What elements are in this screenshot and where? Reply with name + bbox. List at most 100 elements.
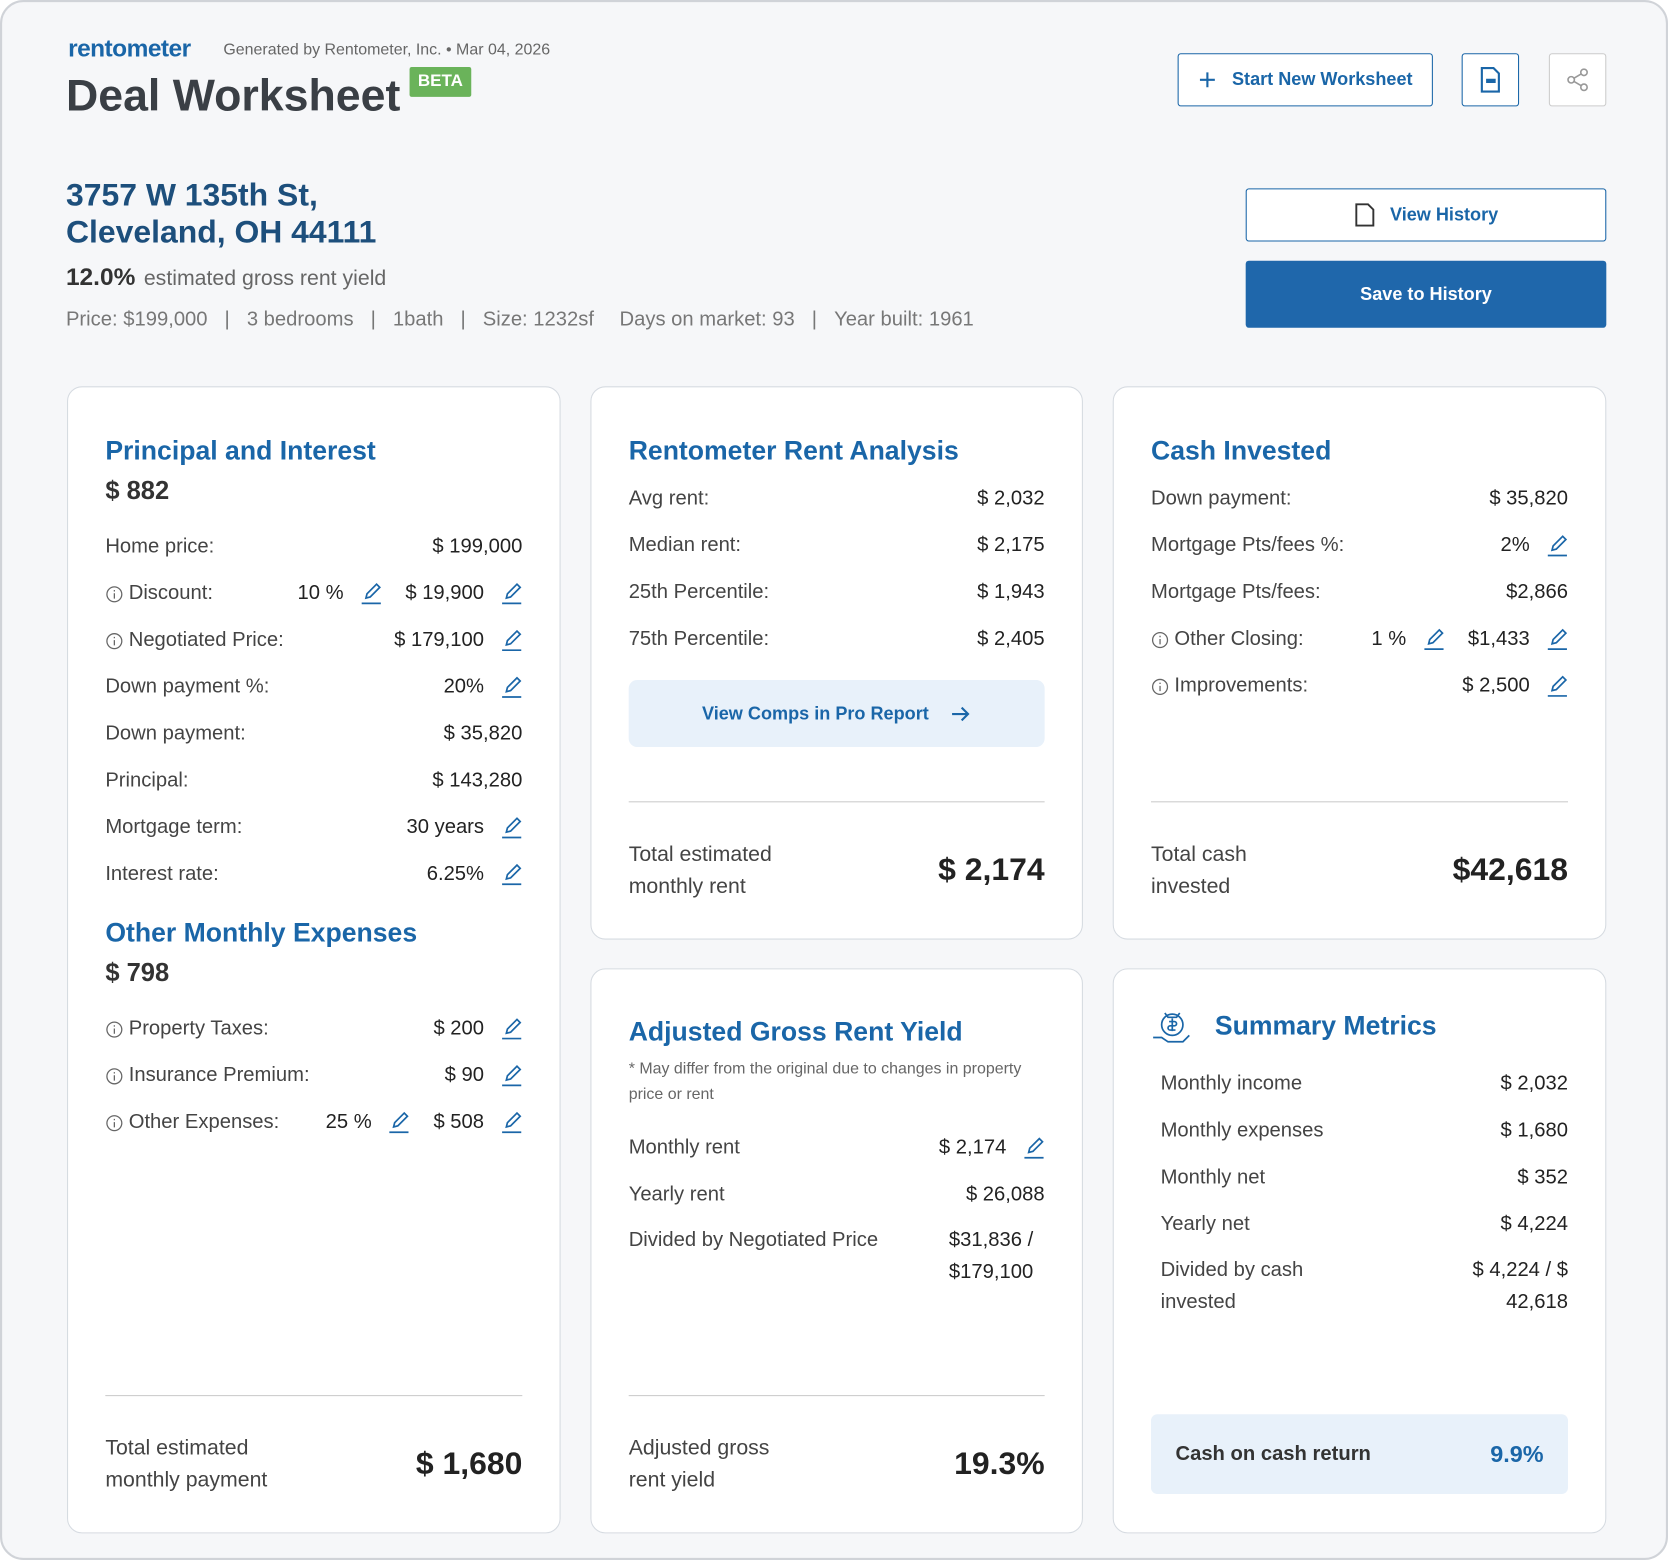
ed[interactable] xyxy=(501,1064,522,1087)
circle xyxy=(1151,631,1169,648)
l: Negotiated Price: xyxy=(105,629,394,652)
badge: BETA xyxy=(409,67,472,97)
l: Other Closing: xyxy=(1151,628,1371,651)
ed[interactable] xyxy=(1547,675,1568,698)
sep: | xyxy=(224,308,230,331)
v: $ 199,000 xyxy=(432,535,523,558)
ed[interactable] xyxy=(501,582,522,605)
circle xyxy=(106,1067,123,1084)
row: Monthly income $ 2,032 xyxy=(1151,1061,1568,1108)
text: View History xyxy=(1389,204,1499,225)
g xyxy=(389,1111,410,1134)
ed[interactable] xyxy=(389,1111,410,1134)
ed[interactable] xyxy=(1423,628,1444,651)
l: Avg rent: xyxy=(628,487,710,510)
fl: Total estimated monthly rent xyxy=(628,842,772,899)
svg xyxy=(952,706,970,721)
fv: $ 1,680 xyxy=(415,1446,523,1482)
cta[interactable]: View Comps in Pro Report xyxy=(628,679,1045,748)
circle xyxy=(1567,75,1576,84)
svg xyxy=(1424,628,1444,650)
ed[interactable] xyxy=(501,629,522,652)
v: $ 2,405 xyxy=(977,627,1045,651)
svg xyxy=(502,1111,522,1134)
row: Divided by Negotiated Price $31,836 / $17… xyxy=(629,1218,1045,1295)
l: Monthly income xyxy=(1160,1072,1303,1095)
text: Property Taxes: xyxy=(128,1017,269,1040)
v: $ 35,820 xyxy=(1489,487,1569,510)
svg xyxy=(1151,631,1169,648)
foot: Adjusted gross rent yield 19.3% xyxy=(628,1395,1045,1532)
btn[interactable]: Save to History xyxy=(1245,260,1607,328)
g xyxy=(106,1020,123,1038)
circle xyxy=(106,585,123,602)
l: Yearly rent xyxy=(628,1183,725,1206)
ed[interactable] xyxy=(501,676,522,699)
inf xyxy=(105,1020,123,1038)
ed[interactable] xyxy=(501,816,522,839)
path xyxy=(1550,535,1568,552)
ed[interactable] xyxy=(501,1017,522,1040)
l: Mortgage Pts/fees %: xyxy=(1151,534,1345,557)
svg xyxy=(1480,67,1500,93)
text: Insurance Premium: xyxy=(128,1064,310,1087)
row: Mortgage Pts/fees: $2,866 xyxy=(1151,569,1568,616)
gen: Generated by Rentometer, Inc. • Mar 04, … xyxy=(223,40,551,59)
v: 6.25% xyxy=(426,863,485,886)
path xyxy=(505,1018,522,1035)
g xyxy=(1153,1012,1190,1043)
row: Discount: 10 % $ 19,900 xyxy=(105,570,522,617)
ed[interactable] xyxy=(1547,628,1568,651)
v: $ 179,100 xyxy=(394,628,485,652)
g xyxy=(1567,68,1588,92)
inf xyxy=(1151,677,1169,695)
svg xyxy=(502,582,522,605)
g xyxy=(106,1067,123,1084)
v: $31,836 / $179,100 xyxy=(948,1229,1034,1284)
g xyxy=(361,582,382,605)
text: estimated gross rent yield xyxy=(143,267,387,291)
v: $ 90 xyxy=(444,1064,485,1087)
l: Median rent: xyxy=(628,534,742,557)
svg xyxy=(1567,68,1588,92)
div xyxy=(1151,467,1568,476)
yl: 12.0% estimated gross rent yield xyxy=(66,263,386,292)
fv: $42,618 xyxy=(1452,852,1569,888)
ed[interactable] xyxy=(501,863,522,886)
row: Divided by cash invested $ 4,224 / $ 42,6… xyxy=(1151,1248,1568,1325)
btn[interactable]: View History xyxy=(1245,188,1607,242)
path xyxy=(1550,628,1568,645)
circle xyxy=(106,632,123,649)
path xyxy=(1573,73,1582,87)
v: 2% xyxy=(1500,534,1530,557)
v: $ 4,224 / $ 42,618 xyxy=(1472,1258,1569,1314)
ed[interactable] xyxy=(1547,534,1568,557)
l: Mortgage Pts/fees: xyxy=(1151,581,1321,604)
ed[interactable] xyxy=(501,1111,522,1134)
svg xyxy=(1354,203,1374,227)
l: Down payment %: xyxy=(105,675,270,699)
btn[interactable]: Start New Worksheet xyxy=(1177,53,1433,107)
fl: Adjusted gross rent yield xyxy=(628,1436,770,1492)
btn[interactable] xyxy=(1461,53,1520,107)
text: 3 bedrooms xyxy=(246,308,354,331)
g xyxy=(1547,628,1568,650)
path xyxy=(364,582,382,600)
g xyxy=(1024,1137,1044,1159)
svg xyxy=(502,1065,522,1087)
l: Improvements: xyxy=(1151,675,1462,698)
path xyxy=(505,817,522,834)
row: Avg rent: $ 2,032 xyxy=(629,476,1045,523)
btn[interactable] xyxy=(1548,53,1607,107)
title: Deal Worksheet xyxy=(65,70,401,121)
l: Insurance Premium: xyxy=(105,1064,444,1087)
ed[interactable] xyxy=(361,582,382,605)
g xyxy=(502,1111,522,1134)
inf xyxy=(105,1067,123,1085)
row: Negotiated Price: $ 179,100 xyxy=(105,617,522,664)
svg xyxy=(502,817,522,839)
amt: $ 798 xyxy=(105,958,170,988)
row: Down payment: $ 35,820 xyxy=(105,711,522,758)
ed[interactable] xyxy=(1023,1136,1044,1159)
row: Insurance Premium: $ 90 xyxy=(105,1052,522,1099)
